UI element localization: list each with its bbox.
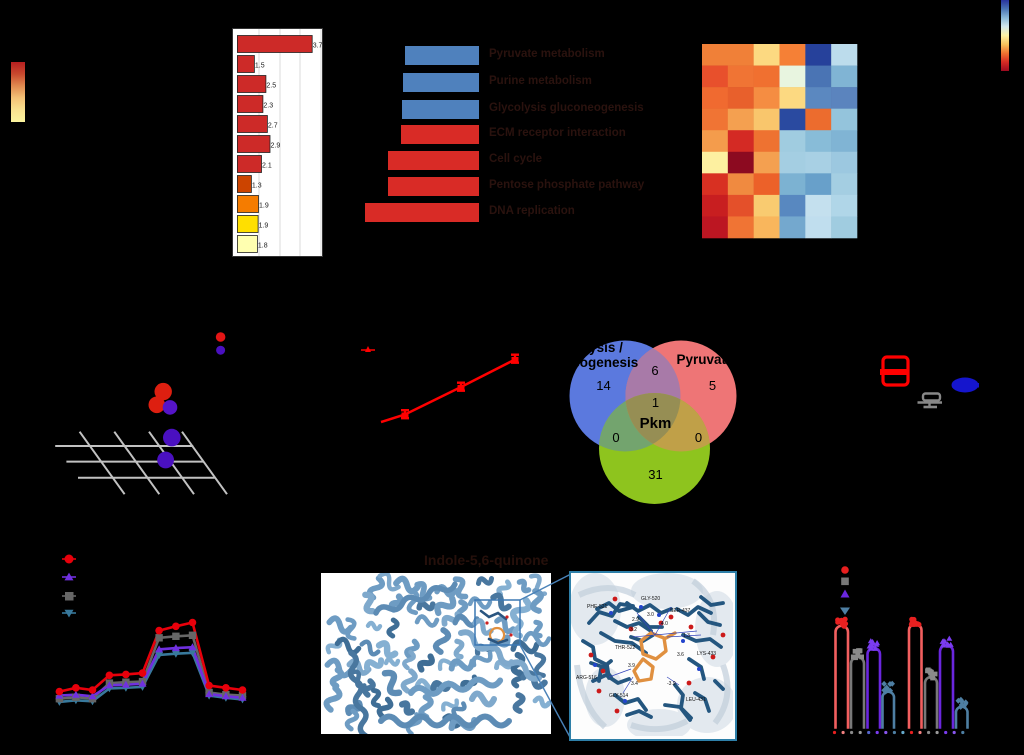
svg-text:3.6: 3.6 — [677, 652, 684, 658]
svg-text:2.1: 2.1 — [262, 163, 272, 170]
svg-text:1.5: 1.5 — [255, 63, 265, 70]
svg-text:Pyruvate: Pyruvate — [676, 352, 734, 367]
svg-text:THR-522: THR-522 — [615, 645, 636, 651]
svg-text:LEU-431: LEU-431 — [686, 697, 706, 703]
svg-text:3.9: 3.9 — [628, 663, 635, 669]
svg-text:14: 14 — [596, 378, 610, 393]
svg-text:2.3: 2.3 — [263, 103, 273, 110]
svg-text:3.0: 3.0 — [647, 612, 654, 618]
svg-text:GLY-514: GLY-514 — [609, 693, 628, 699]
svg-text:0: 0 — [695, 430, 702, 445]
svg-text:ARG-516: ARG-516 — [576, 675, 597, 681]
svg-text:1.8: 1.8 — [258, 243, 268, 250]
svg-text:3.2: 3.2 — [630, 627, 637, 633]
svg-text:SER-437: SER-437 — [670, 608, 691, 614]
svg-text:LYS-433: LYS-433 — [697, 651, 716, 657]
svg-text:1.3: 1.3 — [252, 183, 262, 190]
svg-text:4.0: 4.0 — [661, 621, 668, 627]
svg-text:3.4: 3.4 — [631, 681, 638, 687]
svg-text:1.3: 1.3 — [683, 633, 690, 639]
svg-text:2.9: 2.9 — [271, 143, 281, 150]
svg-text:3.7: 3.7 — [313, 43, 322, 50]
svg-text:5: 5 — [709, 378, 716, 393]
svg-text:1: 1 — [652, 395, 659, 410]
svg-text:olysis /: olysis / — [577, 340, 623, 355]
svg-text:1.9: 1.9 — [259, 223, 269, 230]
svg-text:2.5: 2.5 — [266, 83, 276, 90]
svg-text:2.9: 2.9 — [632, 617, 639, 623]
svg-text:6: 6 — [651, 363, 658, 378]
svg-text:2.7: 2.7 — [268, 123, 278, 130]
svg-text:oneogenesis: oneogenesis — [556, 355, 639, 370]
svg-text:31: 31 — [648, 467, 662, 482]
svg-text:Pkm: Pkm — [640, 415, 672, 432]
svg-text:GLY-520: GLY-520 — [641, 596, 660, 602]
svg-text:-3.9: -3.9 — [667, 681, 676, 687]
svg-text:PHE-521: PHE-521 — [587, 604, 608, 610]
svg-text:1.9: 1.9 — [259, 203, 269, 210]
svg-text:0: 0 — [612, 430, 619, 445]
